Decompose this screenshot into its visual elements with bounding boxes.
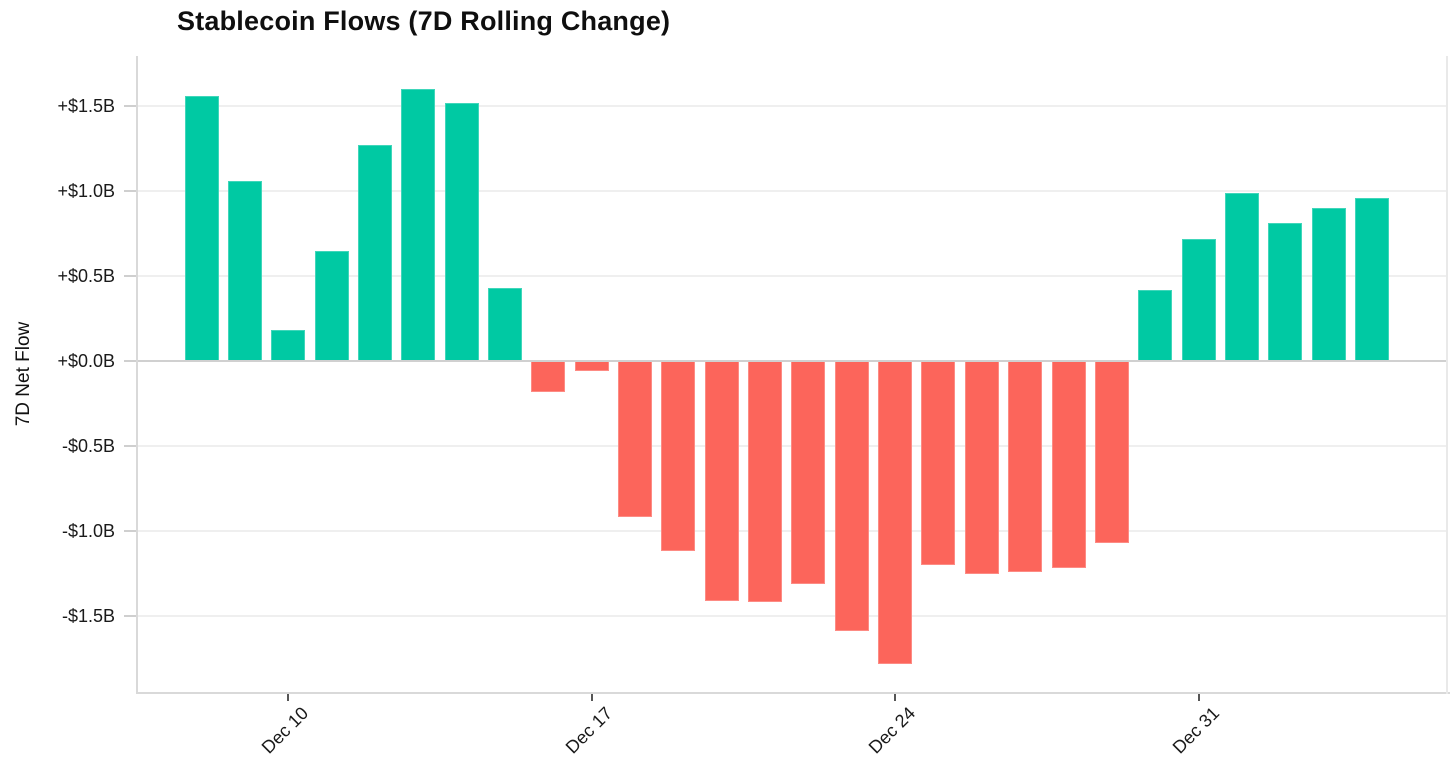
y-tick-label: -$0.5B: [61, 436, 115, 456]
bar-dec-10: [271, 330, 306, 361]
bar-dec-8: [184, 95, 219, 361]
bar-dec-22: [791, 361, 826, 584]
bar-dec-15: [487, 287, 522, 361]
bar-dec-19: [661, 361, 696, 552]
bar-dec-18: [618, 361, 652, 518]
bar-dec-14: [444, 102, 479, 361]
bar-dec-28: [1051, 361, 1086, 569]
x-tick-mark-dec-31: [1197, 694, 1200, 701]
y-tick-label: +$0.5B: [57, 266, 115, 286]
bar-dec-27: [1008, 361, 1043, 572]
bar-dec-25: [921, 361, 956, 565]
bar-dec-26: [964, 361, 999, 574]
gridline-+$1.0b: [138, 190, 1448, 192]
gridline--$1.5b: [138, 615, 1448, 617]
bar-dec-9: [227, 180, 262, 361]
y-tick-mark: [124, 360, 136, 362]
y-tick-label: +$0.0B: [57, 351, 115, 371]
y-axis-line: [136, 56, 138, 694]
bar-jan-4: [1354, 197, 1389, 361]
x-tick-mark-dec-17: [590, 694, 593, 701]
bar-jan-3: [1311, 208, 1346, 361]
x-tick-mark-dec-24: [894, 694, 897, 701]
x-tick-label-dec-31: Dec 31: [1168, 703, 1223, 758]
bar-jan-1: [1224, 192, 1259, 361]
x-tick-label-dec-10: Dec 10: [257, 703, 313, 758]
x-tick-label-dec-17: Dec 17: [561, 703, 616, 758]
bar-jan-2: [1268, 223, 1303, 361]
right-axis-line: [1446, 56, 1448, 694]
gridline-+$1.5b: [138, 105, 1448, 107]
gridline-+$0.5b: [138, 275, 1448, 277]
bar-dec-24: [878, 361, 913, 664]
x-tick-mark-dec-10: [287, 694, 290, 701]
y-axis-title-text: 7D Net Flow: [13, 321, 34, 427]
bar-dec-11: [314, 250, 349, 361]
bar-dec-30: [1138, 289, 1173, 361]
chart-title: Stablecoin Flows (7D Rolling Change): [177, 6, 671, 36]
y-tick-mark: [124, 190, 136, 192]
y-tick-label: -$1.5B: [61, 606, 115, 626]
y-tick-label: +$1.5B: [57, 96, 115, 116]
bar-dec-31: [1181, 238, 1216, 361]
bar-dec-12: [357, 145, 392, 361]
bar-dec-21: [748, 361, 783, 603]
bar-dec-13: [401, 89, 436, 361]
y-tick-label: -$1.0B: [61, 521, 115, 541]
zero-baseline: [136, 360, 1448, 362]
y-tick-mark: [124, 275, 136, 277]
y-tick-mark: [124, 530, 136, 532]
y-tick-label: +$1.0B: [57, 181, 115, 201]
bar-dec-16: [531, 361, 566, 392]
bar-dec-17: [574, 361, 609, 372]
x-axis-line: [136, 692, 1450, 694]
bar-dec-29: [1094, 361, 1129, 543]
x-tick-label-dec-24: Dec 24: [864, 703, 920, 758]
bar-dec-23: [834, 361, 869, 632]
bar-dec-20: [704, 361, 739, 601]
y-tick-mark: [124, 615, 136, 617]
y-tick-mark: [124, 105, 136, 107]
y-tick-mark: [124, 445, 136, 447]
